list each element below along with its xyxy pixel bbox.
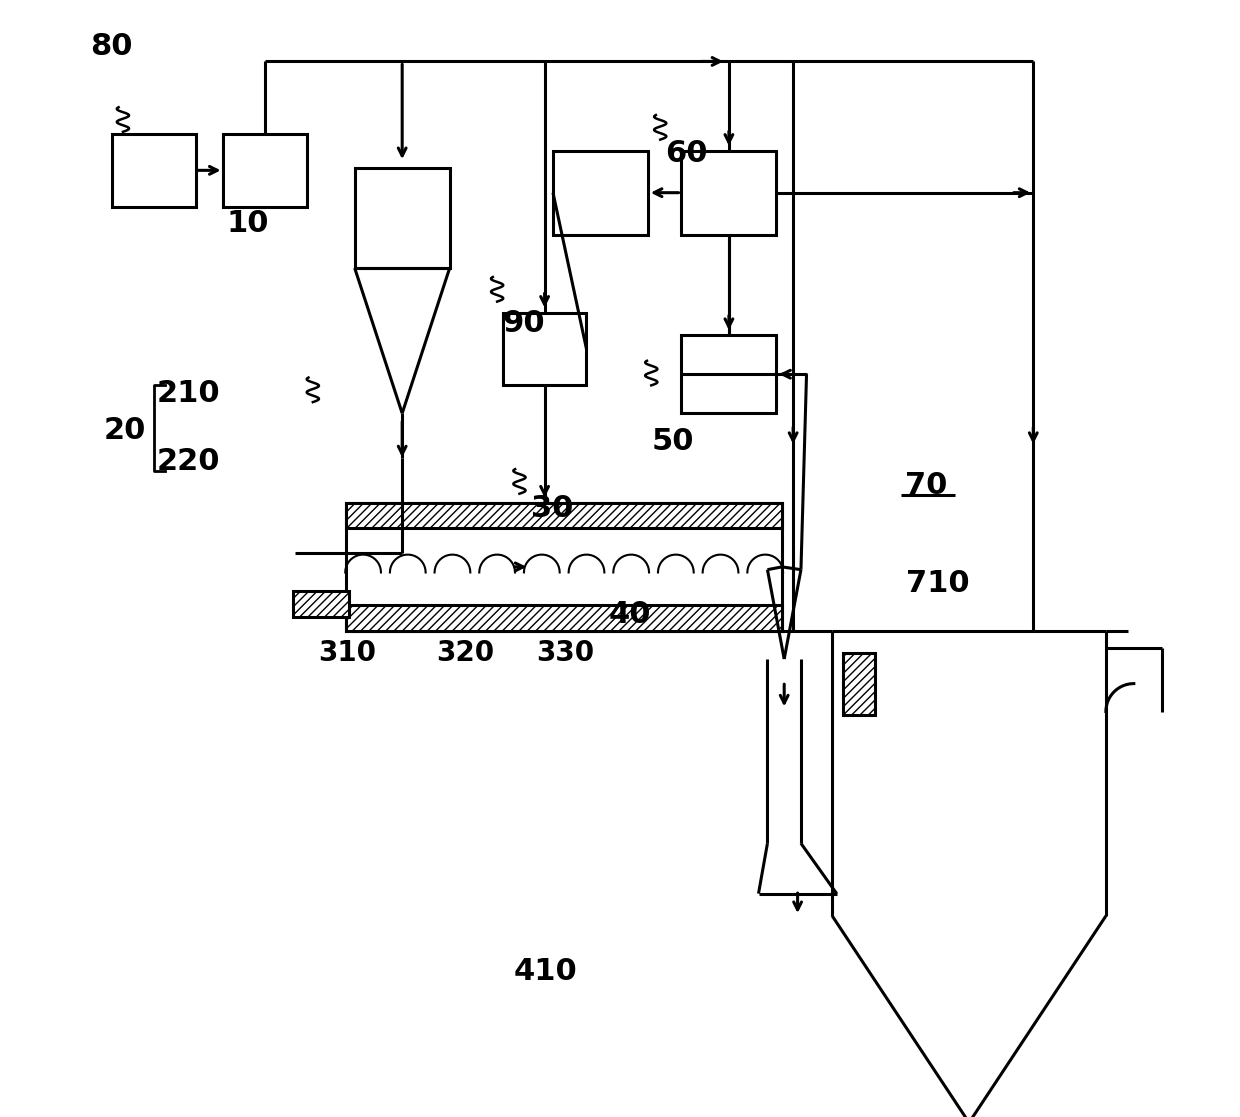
Text: 320: 320 [435,639,494,668]
Bar [843,653,874,715]
Bar [682,335,776,413]
Bar [682,151,776,235]
Text: 220: 220 [156,447,219,476]
Text: 30: 30 [531,494,573,523]
Text: 20: 20 [104,416,146,445]
Bar [293,591,348,617]
Text: 80: 80 [91,32,133,61]
Bar [112,134,196,207]
Text: 70: 70 [905,471,947,500]
Bar [553,151,649,235]
Text: 210: 210 [156,379,219,408]
Text: 710: 710 [906,569,970,598]
Bar [502,313,587,385]
Text: 40: 40 [609,600,651,629]
Text: 10: 10 [227,209,269,238]
Text: 90: 90 [502,309,546,338]
Bar [346,503,782,528]
Text: 310: 310 [319,639,377,668]
Bar [355,168,450,268]
Bar [346,605,782,631]
Text: 60: 60 [665,139,707,168]
Text: 50: 50 [651,427,693,456]
Bar [346,503,782,631]
Bar [223,134,308,207]
Text: 410: 410 [513,957,578,986]
Text: 330: 330 [536,639,594,668]
